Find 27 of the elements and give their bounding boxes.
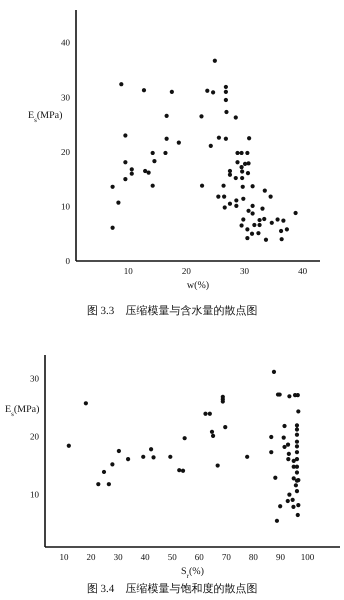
x-tick-label: 30 [240,266,250,276]
y-tick-label: 10 [30,490,40,500]
x-tick-label: 70 [222,552,232,562]
y-axis-title: E$_{s}$(MPa) [5,404,40,418]
x-axis-title: w(%) [186,280,210,291]
x-axis-title: S$_{r}$(%) [181,566,204,580]
y-tick-label: 30 [61,92,70,102]
x-tick-label: 100 [300,552,315,562]
y-tick-label: 20 [30,431,40,442]
y-tick-label: 0 [66,256,70,266]
x-tick-label: 50 [168,552,178,562]
x-tick-label: 90 [276,552,286,562]
x-tick-label: 60 [194,552,204,562]
x-tick-label: 80 [248,552,258,562]
y-axis-title: E$_{s}$(MPa) [28,110,62,124]
x-tick-label: 10 [124,266,134,276]
y-tick-label: 20 [61,146,70,157]
text: 图 3.3 压缩模量与含水量的散点图 [86,304,258,317]
text: 图 3.4 压缩模量与饱和度的散点图 [86,582,258,595]
x-tick-label: 40 [298,266,308,276]
x-tick-label: 20 [86,552,96,562]
x-tick-label: 30 [114,552,124,562]
x-tick-label: 40 [140,552,150,562]
y-tick-label: 40 [61,38,70,48]
y-tick-label: 30 [30,373,40,384]
x-tick-label: 20 [182,266,192,276]
y-tick-label: 10 [61,201,70,212]
